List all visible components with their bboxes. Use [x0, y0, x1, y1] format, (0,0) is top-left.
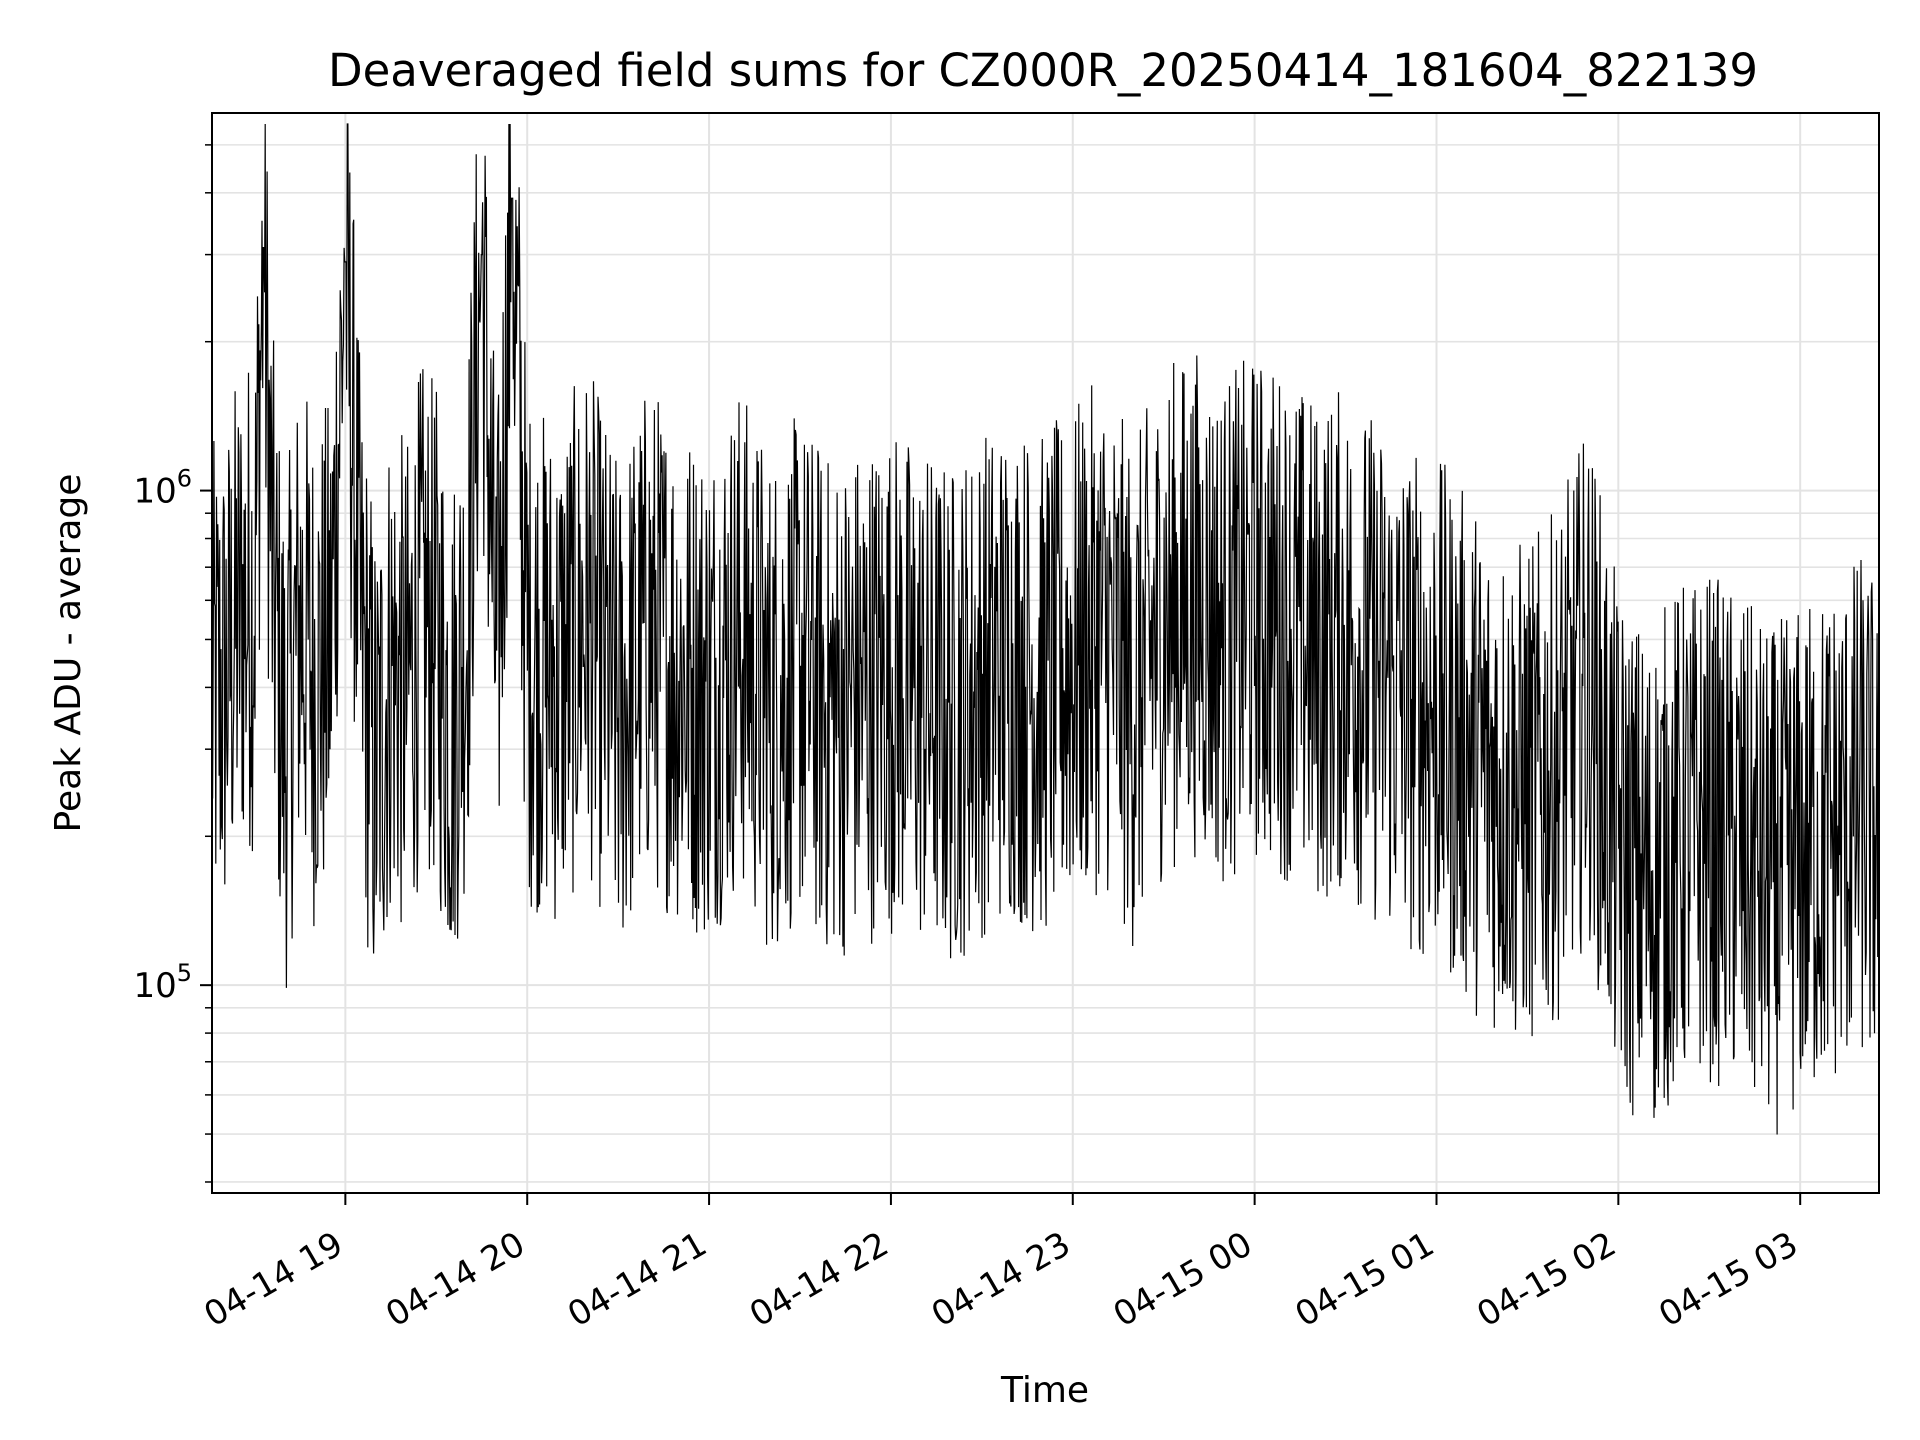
x-tick-label: 04-14 21 [561, 1224, 713, 1335]
y-axis-label: Peak ADU - average [48, 474, 89, 833]
x-axis-label: Time [1000, 1370, 1089, 1411]
series-line [211, 123, 1880, 1135]
x-tick-label: 04-15 02 [1470, 1224, 1622, 1335]
x-tick-label: 04-14 20 [379, 1224, 531, 1335]
y-axis: 105 106 [133, 144, 212, 1183]
x-tick-label: 04-14 22 [743, 1224, 895, 1335]
plot-frame [211, 112, 1880, 1194]
x-tick-label: 04-15 01 [1289, 1224, 1441, 1335]
x-tick-label: 04-14 19 [197, 1224, 349, 1335]
chart-title: Deaveraged field sums for CZ000R_2025041… [328, 44, 1758, 97]
y-tick-label: 105 [133, 959, 192, 1006]
x-tick-label: 04-15 03 [1652, 1224, 1804, 1335]
y-tick-label: 106 [133, 465, 192, 512]
x-tick-label: 04-14 23 [925, 1224, 1077, 1335]
x-axis: 04-14 19 04-14 20 04-14 21 04-14 22 04-14 23… [197, 1193, 1805, 1335]
series-layer [211, 123, 1880, 1135]
x-tick-label: 04-15 00 [1107, 1224, 1259, 1335]
